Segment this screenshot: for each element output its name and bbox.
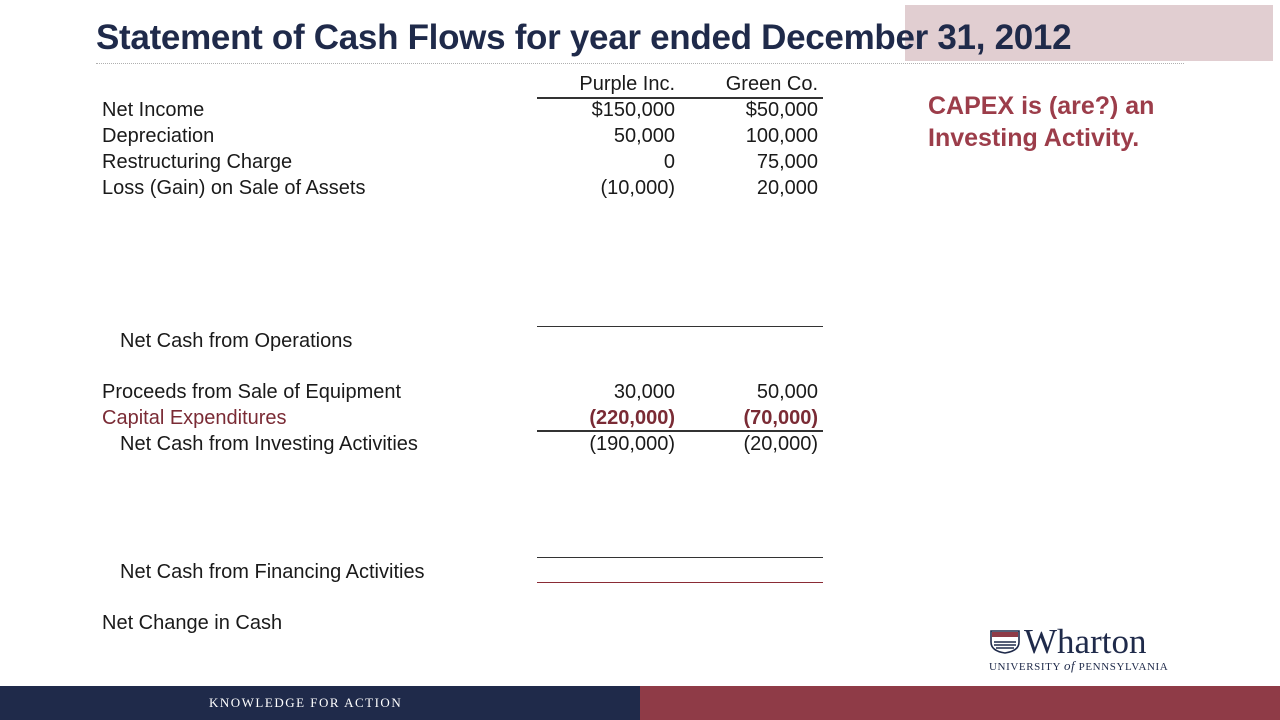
purple-depreciation: 50,000 [613,125,675,147]
purple-restructuring: 0 [663,151,675,173]
purple-loss-gain: (10,000) [600,177,676,199]
green-restructuring: 75,000 [756,151,818,173]
green-loss-gain: 20,000 [756,177,818,199]
green-net-income: $50,000 [745,99,818,121]
purple-net-income: $150,000 [591,99,675,121]
financing-total-rule [537,557,823,558]
row-label-restructuring: Restructuring Charge [102,151,293,173]
wharton-logo: Wharton University of Pennsylvania [988,622,1198,674]
footer-tagline: KNOWLEDGE FOR ACTION [209,695,403,710]
title-divider [96,63,1184,64]
footer-bar-navy [0,686,640,720]
header-underline [537,97,823,99]
row-label-net-income: Net Income [102,99,205,121]
green-proceeds: 50,000 [756,381,818,403]
column-header-purple: Purple Inc. [579,73,675,95]
capex-note: CAPEX is (are?) an Investing Activity. [928,92,1155,152]
net-cash-investing-label: Net Cash from Investing Activities [120,433,418,455]
logo-subtitle: University of Pennsylvania [989,658,1169,673]
penn-shield-icon [990,630,1020,654]
column-header-green: Green Co. [725,73,818,95]
net-cash-financing-label: Net Cash from Financing Activities [120,561,425,583]
purple-net-investing: (190,000) [589,433,675,455]
purple-capex: (220,000) [589,407,675,429]
investing-total-rule [537,430,823,432]
row-label-depreciation: Depreciation [102,125,215,147]
green-capex: (70,000) [743,407,819,429]
operations-total-rule [537,326,823,327]
footer-bar-maroon [640,686,1280,720]
row-label-capex: Capital Expenditures [102,407,287,429]
page-title: Statement of Cash Flows for year ended D… [96,18,1072,57]
row-label-proceeds: Proceeds from Sale of Equipment [102,381,402,403]
net-change-label: Net Change in Cash [102,612,283,634]
green-net-investing: (20,000) [743,433,819,455]
green-depreciation: 100,000 [745,125,818,147]
net-change-rule [537,582,823,583]
purple-proceeds: 30,000 [613,381,675,403]
row-label-loss-gain: Loss (Gain) on Sale of Assets [102,177,366,199]
net-cash-operations-label: Net Cash from Operations [120,330,353,352]
title-highlight [905,5,1273,61]
logo-wordmark: Wharton [1024,622,1147,661]
